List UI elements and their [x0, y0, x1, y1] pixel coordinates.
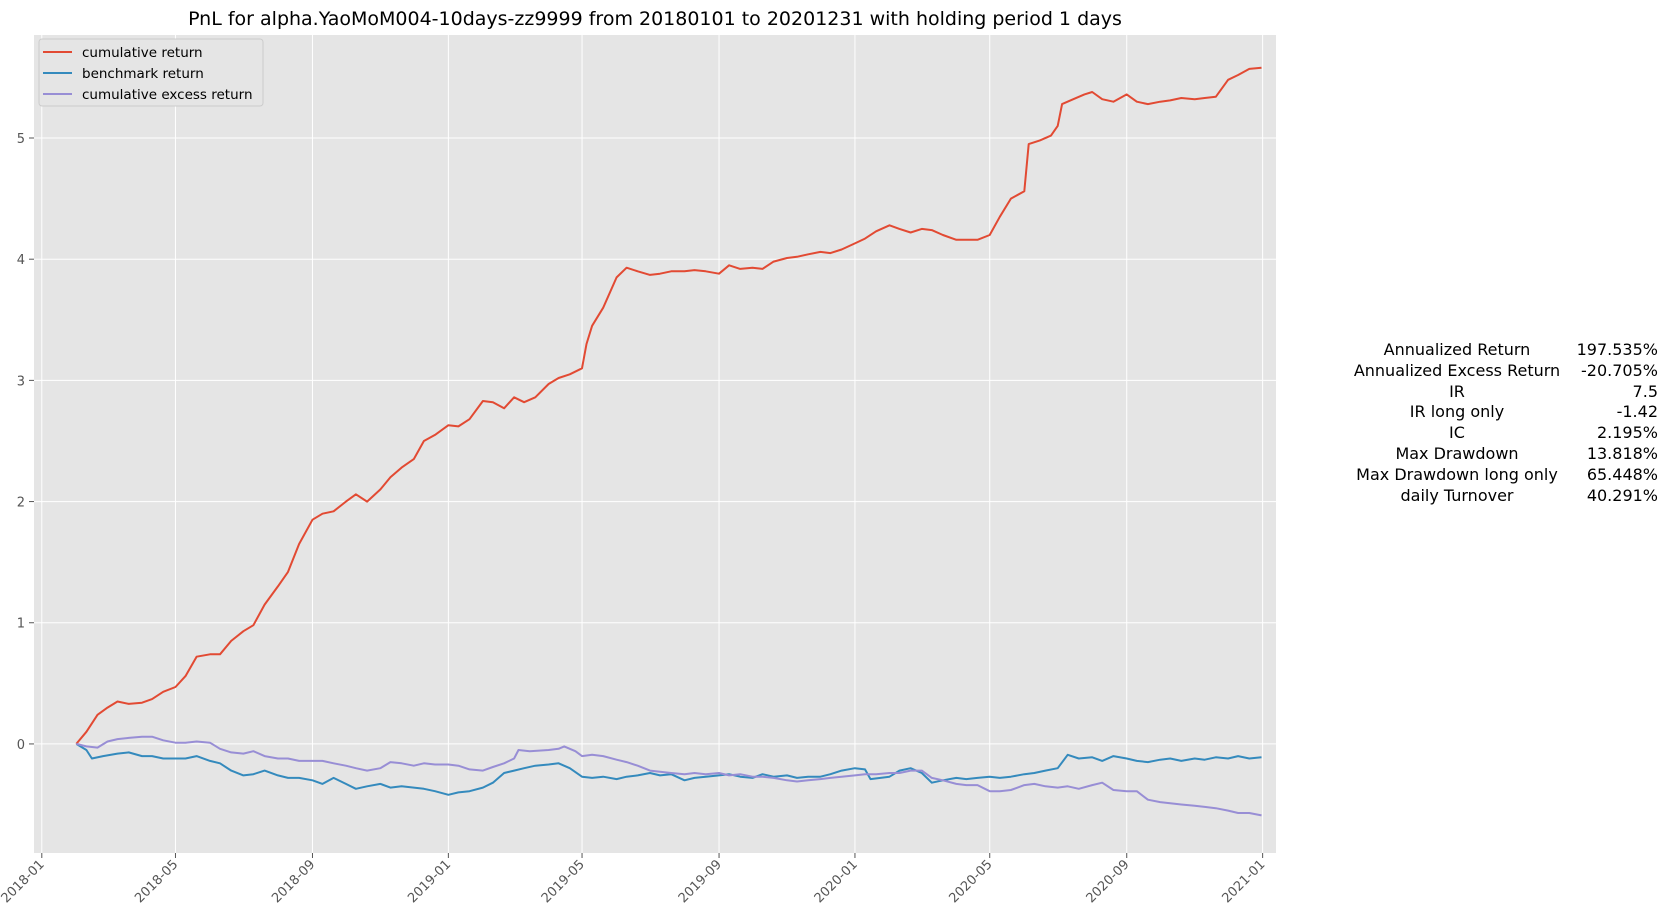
- y-tick-label: 4: [17, 253, 25, 268]
- stats-table: Annualized Return 197.535% Annualized Ex…: [1340, 340, 1680, 506]
- stat-row-ir: IR 7.5: [1340, 382, 1680, 403]
- x-tick-label: 2018-05: [132, 857, 181, 906]
- legend: cumulative return benchmark return cumul…: [38, 38, 264, 107]
- stat-value: 65.448%: [1586, 464, 1658, 484]
- x-axis-ticks: 2018-01 2018-05 2018-09 2019-01 2019-05 2019-…: [0, 853, 1268, 906]
- plot-area: [34, 35, 1276, 853]
- stat-label: Annualized Excess Return: [1353, 360, 1561, 380]
- stat-row-annualized-excess-return: Annualized Excess Return -20.705%: [1340, 361, 1680, 382]
- stat-label: IR: [1449, 381, 1465, 401]
- series-line-cumulative-excess-return: [76, 735, 1262, 817]
- stat-label: daily Turnover: [1400, 485, 1514, 505]
- chart-title: PnL for alpha.YaoMoM004-10days-zz9999 fr…: [188, 8, 1122, 30]
- stat-row-ic: IC 2.195%: [1340, 423, 1680, 444]
- legend-label-benchmark-return: benchmark return: [82, 66, 204, 82]
- x-tick-label: 2018-09: [269, 857, 318, 906]
- legend-label-cumulative-return: cumulative return: [82, 45, 203, 61]
- stat-label: IC: [1449, 423, 1465, 443]
- grid-lines: [34, 35, 1276, 853]
- series-lines: [75, 66, 1262, 817]
- x-tick-label: 2020-05: [947, 857, 996, 906]
- stat-row-max-drawdown: Max Drawdown 13.818%: [1340, 444, 1680, 465]
- x-tick-label: 2018-01: [0, 857, 48, 906]
- y-tick-label: 1: [17, 617, 25, 632]
- y-tick-label: 3: [17, 374, 25, 389]
- x-tick-label: 2019-05: [539, 857, 588, 906]
- y-axis-ticks: 0 1 2 3 4 5: [17, 132, 34, 753]
- x-tick-label: 2020-01: [812, 857, 861, 906]
- stat-value: 40.291%: [1586, 485, 1658, 505]
- stat-value: 13.818%: [1586, 443, 1658, 463]
- stat-row-ir-long-only: IR long only -1.42: [1340, 402, 1680, 423]
- x-tick-label: 2019-01: [405, 857, 454, 906]
- stat-value: -1.42: [1616, 402, 1658, 422]
- stat-label: IR long only: [1409, 402, 1505, 422]
- stat-row-annualized-return: Annualized Return 197.535%: [1340, 340, 1680, 361]
- stat-value: -20.705%: [1581, 360, 1658, 380]
- stat-label: Max Drawdown long only: [1356, 464, 1558, 484]
- legend-box: [38, 38, 264, 107]
- y-tick-label: 0: [17, 738, 25, 753]
- stat-label: Annualized Return: [1383, 340, 1531, 359]
- series-line-cumulative-return: [75, 66, 1262, 745]
- x-tick-label: 2019-09: [676, 857, 725, 906]
- stat-label: Max Drawdown: [1395, 443, 1519, 463]
- y-tick-label: 5: [17, 132, 25, 147]
- stat-value: 197.535%: [1576, 340, 1658, 359]
- y-tick-label: 2: [17, 496, 25, 511]
- stat-row-max-drawdown-long-only: Max Drawdown long only 65.448%: [1340, 465, 1680, 486]
- stat-value: 2.195%: [1596, 423, 1658, 443]
- series-line-benchmark-return: [75, 743, 1262, 796]
- stat-value: 7.5: [1632, 381, 1658, 401]
- x-tick-label: 2020-09: [1084, 857, 1133, 906]
- x-tick-label: 2021-01: [1219, 857, 1268, 906]
- stat-row-daily-turnover: daily Turnover 40.291%: [1340, 486, 1680, 507]
- legend-label-cumulative-excess-return: cumulative excess return: [82, 87, 253, 103]
